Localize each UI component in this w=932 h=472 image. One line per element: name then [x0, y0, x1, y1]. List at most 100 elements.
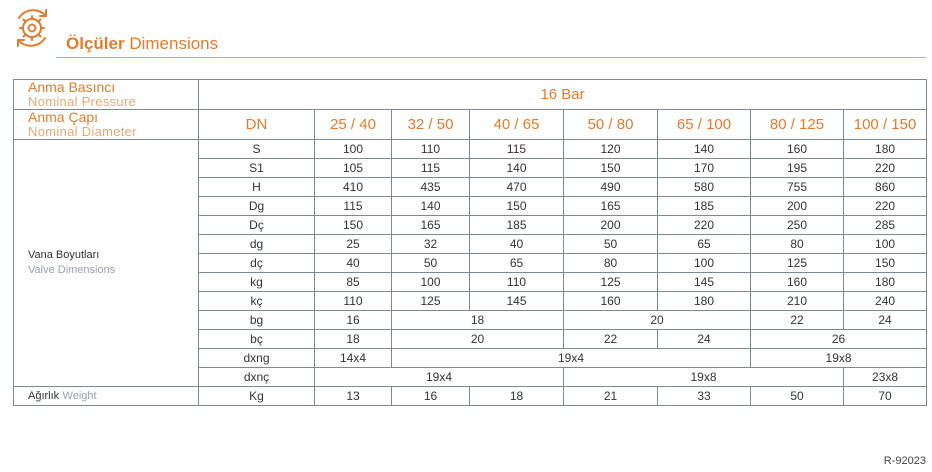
dimension-value: 145	[657, 272, 751, 292]
size-cell: 32 / 50	[391, 109, 470, 140]
dimension-value: 19x4	[391, 348, 751, 368]
pressure-value-cell: 16 Bar	[197, 79, 928, 110]
dimension-value: 170	[657, 158, 751, 178]
dn-label: DN	[245, 115, 268, 133]
size-label: 25 / 40	[330, 115, 376, 133]
dimension-row: H 410 435 470 490 580 755 860	[14, 177, 928, 197]
dimension-value: 200	[563, 215, 658, 235]
dimension-value: 85	[314, 272, 392, 292]
diameter-label: Anma Çapı Nominal Diameter	[13, 109, 199, 140]
dimension-value: 180	[842, 272, 928, 292]
dimension-value: 220	[842, 196, 928, 216]
size-cell: 50 / 80	[563, 109, 658, 140]
dimension-value: 240	[842, 291, 928, 311]
dimension-value: 195	[750, 158, 844, 178]
dimension-row: bç 18 20 22 24 26	[14, 329, 928, 349]
size-cell: 40 / 65	[469, 109, 564, 140]
diameter-row: Anma Çapı Nominal Diameter DN 25 / 40 32…	[13, 109, 928, 140]
dimension-value: 80	[563, 253, 658, 273]
dimension-value: 250	[750, 215, 844, 235]
dn-label-cell: DN	[198, 109, 315, 140]
dimension-value: 580	[657, 177, 751, 197]
dimension-value: 150	[563, 158, 658, 178]
weight-label-en: Weight	[62, 390, 97, 402]
dimension-name: Dg	[198, 196, 315, 216]
weight-cell: 21	[563, 386, 658, 406]
dimension-value: 755	[750, 177, 844, 197]
dimension-value: 50	[563, 234, 658, 254]
dimension-value: 185	[657, 196, 751, 216]
valve-dimensions-label: Vana Boyutları Valve Dimensions	[13, 139, 199, 387]
dimension-name: bç	[198, 329, 315, 349]
gear-refresh-icon	[17, 9, 47, 47]
dimension-name: H	[198, 177, 315, 197]
size-label: 65 / 100	[676, 115, 732, 133]
dimension-name: Dç	[198, 215, 315, 235]
dimension-name: dxnç	[198, 367, 315, 387]
valve-dimensions-label-tr: Vana Boyutları	[28, 249, 100, 261]
weight-row: Ağırlık Weight Kg 13 16 18 21 33 50 70	[13, 386, 928, 406]
dimension-value: 22	[750, 310, 844, 330]
dimension-value: 285	[842, 215, 928, 235]
size-label: 40 / 65	[493, 115, 540, 133]
valve-dimensions-label-en: Valve Dimensions	[28, 264, 116, 276]
dimension-value: 40	[314, 253, 392, 273]
dimension-value: 23x8	[842, 367, 928, 387]
dimension-value: 220	[657, 215, 751, 235]
header-divider	[56, 57, 926, 58]
dimension-value: 18	[314, 329, 392, 349]
dimension-name: dxng	[198, 348, 315, 368]
size-cell: 65 / 100	[657, 109, 751, 140]
pressure-value: 16 Bar	[540, 85, 585, 103]
dimension-value: 150	[842, 253, 928, 273]
page-title: Ölçüler Dimensions	[66, 34, 218, 54]
pressure-label-en: Nominal Pressure	[28, 94, 137, 109]
dimension-value: 26	[749, 329, 928, 349]
dimension-name: kg	[198, 272, 315, 292]
dimension-value: 80	[750, 234, 844, 254]
size-label: 50 / 80	[587, 115, 634, 133]
dimensions-table: Anma Basıncı Nominal Pressure 16 Bar Anm…	[13, 79, 928, 406]
dimension-value: 65	[657, 234, 751, 254]
dimension-value: 20	[563, 310, 751, 330]
header: Ölçüler Dimensions	[10, 6, 926, 56]
dimension-value: 150	[469, 196, 564, 216]
dimension-value: 22	[563, 329, 658, 349]
dimension-value: 100	[842, 234, 928, 254]
dimension-value: 150	[314, 215, 392, 235]
dimension-value: 19x4	[314, 367, 564, 387]
dimension-value: 220	[842, 158, 928, 178]
dimension-value: 860	[842, 177, 928, 197]
size-cell: 25 / 40	[314, 109, 392, 140]
dimension-row: Dg 115 140 150 165 185 200 220	[14, 196, 928, 216]
dimension-value: 25	[314, 234, 392, 254]
dimension-value: 65	[469, 253, 564, 273]
weight-cell: 50	[750, 386, 844, 406]
size-cell: 80 / 125	[750, 109, 844, 140]
dimension-value: 185	[469, 215, 564, 235]
weight-cell: 13	[314, 386, 392, 406]
pressure-label: Anma Basıncı Nominal Pressure	[13, 79, 199, 110]
dimension-value: 165	[391, 215, 470, 235]
weight-label: Ağırlık Weight	[13, 386, 199, 406]
dimension-value: 50	[391, 253, 470, 273]
dimension-value: 105	[314, 158, 392, 178]
dimension-name: bg	[198, 310, 315, 330]
dimension-value: 18	[391, 310, 564, 330]
size-cell: 100 / 150	[842, 109, 928, 140]
size-label: 100 / 150	[853, 115, 917, 133]
dimension-value: 14x4	[314, 348, 392, 368]
dimension-value: 160	[750, 139, 844, 159]
weight-cell: 33	[657, 386, 751, 406]
dimension-value: 32	[391, 234, 470, 254]
dimension-value: 180	[842, 139, 928, 159]
dimension-value: 140	[657, 139, 751, 159]
dimension-value: 200	[750, 196, 844, 216]
document-code: R-92023	[883, 455, 926, 467]
dimension-value: 115	[391, 158, 470, 178]
dimension-value: 160	[563, 291, 658, 311]
diameter-label-tr: Anma Çapı	[28, 109, 99, 125]
dimension-value: 180	[657, 291, 751, 311]
dimension-value: 435	[391, 177, 470, 197]
dimension-name: dg	[198, 234, 315, 254]
